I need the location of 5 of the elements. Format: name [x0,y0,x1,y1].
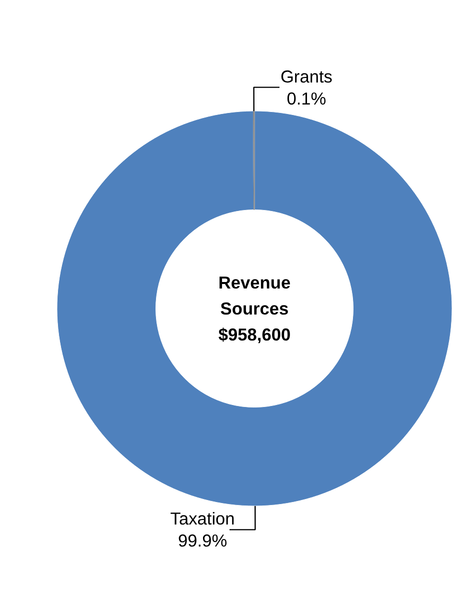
data-label: 99.9% [178,530,228,551]
slice-label: Grants [280,66,333,86]
data-label: 0.1% [286,88,326,108]
text: Revenue Sources $958,600 [218,272,291,344]
slice-label: Taxation [170,508,235,529]
